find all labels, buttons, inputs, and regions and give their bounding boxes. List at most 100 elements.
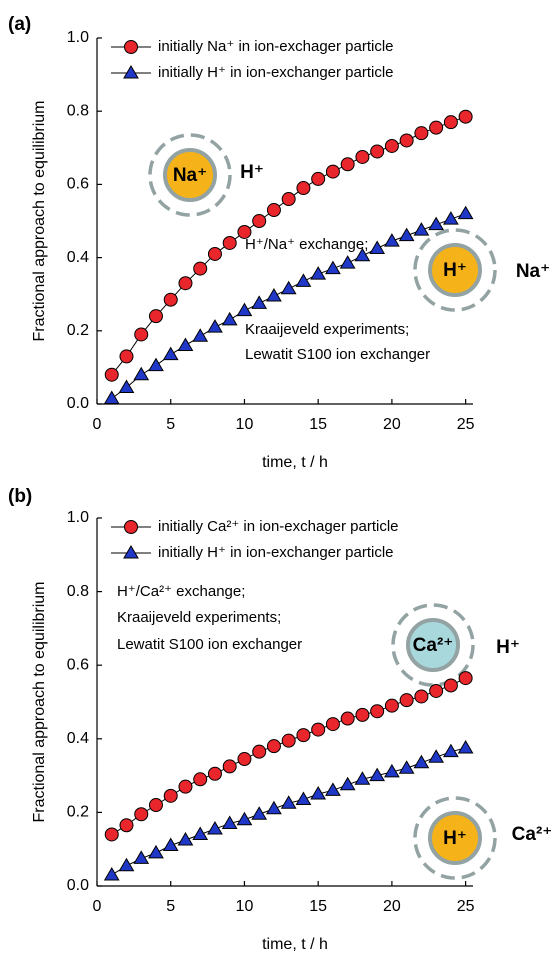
point — [135, 808, 148, 821]
point — [267, 289, 281, 301]
x-tick-label: 5 — [166, 416, 175, 433]
annotation: H⁺/Ca²⁺ exchange; — [117, 583, 245, 600]
point — [208, 822, 222, 834]
point — [400, 694, 413, 707]
y-tick-label: 0.8 — [67, 102, 89, 119]
panel-label: (a) — [8, 14, 31, 35]
outside-ion: H⁺ — [240, 162, 264, 183]
point — [237, 813, 251, 825]
point — [415, 690, 428, 703]
point — [444, 679, 457, 692]
point — [223, 313, 237, 325]
annotation: Lewatit S100 ion exchanger — [245, 346, 430, 363]
point — [385, 234, 399, 246]
point — [179, 780, 192, 793]
point — [429, 218, 443, 230]
point — [253, 745, 266, 758]
point — [178, 833, 192, 845]
point — [164, 789, 177, 802]
point — [238, 225, 251, 238]
point — [208, 320, 222, 332]
x-tick-label: 25 — [457, 416, 475, 433]
point — [134, 851, 148, 863]
point — [119, 859, 133, 871]
y-tick-label: 0.6 — [67, 176, 89, 193]
x-tick-label: 20 — [383, 416, 401, 433]
point — [105, 392, 119, 404]
point — [400, 229, 414, 241]
point — [282, 734, 295, 747]
point — [164, 348, 178, 360]
y-tick-label: 0.4 — [67, 249, 89, 266]
point — [253, 215, 266, 228]
point — [429, 750, 443, 762]
point — [385, 699, 398, 712]
point — [178, 338, 192, 350]
outside-ion: Na⁺ — [516, 261, 550, 282]
point — [208, 247, 221, 260]
legend-label: initially H⁺ in ion-exchanger particle — [158, 64, 394, 81]
point — [193, 329, 207, 341]
point — [297, 182, 310, 195]
x-tick-label: 25 — [457, 898, 475, 915]
point — [459, 207, 473, 219]
point — [238, 753, 251, 766]
point — [282, 193, 295, 206]
legend-label: initially Ca²⁺ in ion-exchager particle — [158, 518, 399, 535]
point — [311, 267, 325, 279]
y-axis-label: Fractional approach to equilibrium — [31, 100, 48, 341]
point — [326, 165, 339, 178]
point — [430, 121, 443, 134]
legend-marker — [124, 546, 138, 558]
point — [444, 116, 457, 129]
point — [459, 110, 472, 123]
particle-ion: Ca²⁺ — [413, 635, 454, 656]
annotation: H⁺/Na⁺ exchange; — [245, 236, 368, 253]
point — [105, 368, 118, 381]
point — [134, 368, 148, 380]
panel-label: (b) — [8, 486, 32, 507]
y-tick-label: 0.2 — [67, 322, 89, 339]
point — [341, 712, 354, 725]
point — [252, 807, 266, 819]
x-tick-label: 10 — [236, 416, 254, 433]
point — [356, 150, 369, 163]
figure: (a)0.00.20.40.60.81.00510152025time, t /… — [0, 0, 560, 956]
point — [341, 778, 355, 790]
point — [385, 139, 398, 152]
y-tick-label: 0.2 — [67, 804, 89, 821]
x-tick-label: 20 — [383, 898, 401, 915]
point — [105, 868, 119, 880]
point — [326, 783, 340, 795]
point — [414, 223, 428, 235]
point — [194, 773, 207, 786]
legend-marker — [125, 41, 138, 54]
particle-ion: H⁺ — [443, 260, 467, 281]
point — [119, 381, 133, 393]
annotation: Lewatit S100 ion exchanger — [117, 636, 302, 653]
point — [252, 296, 266, 308]
point — [149, 799, 162, 812]
point — [341, 256, 355, 268]
y-tick-label: 1.0 — [67, 29, 89, 46]
point — [459, 741, 473, 753]
point — [370, 241, 384, 253]
x-tick-label: 10 — [236, 898, 254, 915]
point — [179, 277, 192, 290]
point — [312, 172, 325, 185]
point — [326, 262, 340, 274]
annotation: Kraaijeveld experiments; — [245, 321, 409, 338]
point — [326, 718, 339, 731]
y-tick-label: 1.0 — [67, 509, 89, 526]
x-tick-label: 5 — [166, 898, 175, 915]
point — [164, 293, 177, 306]
point — [371, 145, 384, 158]
x-tick-label: 15 — [309, 898, 327, 915]
annotation: Kraaijeveld experiments; — [117, 609, 281, 626]
y-tick-label: 0.0 — [67, 395, 89, 412]
point — [193, 827, 207, 839]
point — [296, 274, 310, 286]
point — [267, 802, 281, 814]
point — [282, 282, 296, 294]
point — [296, 793, 310, 805]
